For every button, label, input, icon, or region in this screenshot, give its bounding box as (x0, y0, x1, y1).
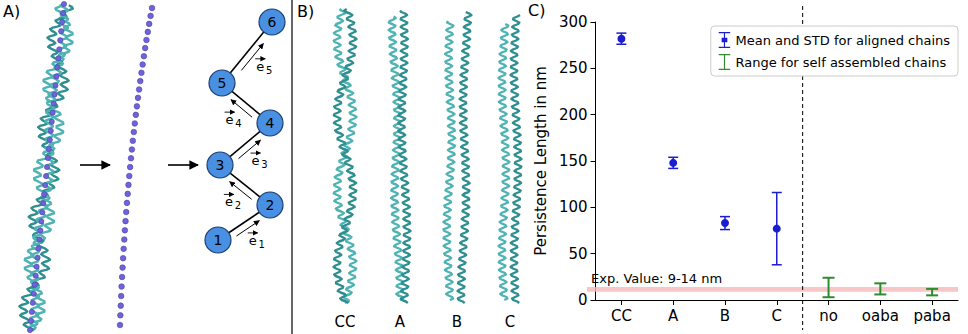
svg-text:e: e (249, 233, 257, 248)
svg-text:A: A (668, 307, 679, 325)
svg-text:300: 300 (559, 13, 588, 31)
svg-text:oaba: oaba (862, 307, 899, 325)
svg-text:B: B (720, 307, 730, 325)
svg-text:B): B) (297, 2, 314, 21)
svg-text:C: C (505, 313, 515, 331)
svg-text:6: 6 (268, 14, 277, 30)
svg-text:50: 50 (568, 245, 587, 263)
svg-text:A: A (395, 313, 406, 331)
svg-text:1: 1 (259, 239, 265, 250)
svg-text:150: 150 (559, 152, 588, 170)
svg-text:paba: paba (913, 307, 950, 325)
svg-text:Persistence Length in nm: Persistence Length in nm (532, 66, 550, 256)
svg-text:B: B (452, 313, 462, 331)
svg-text:100: 100 (559, 198, 588, 216)
svg-text:5: 5 (266, 65, 272, 76)
svg-text:A): A) (3, 2, 20, 21)
svg-text:Mean and STD for aligned chain: Mean and STD for aligned chains (735, 33, 950, 48)
svg-text:200: 200 (559, 106, 588, 124)
svg-text:C: C (772, 307, 782, 325)
svg-text:e: e (256, 59, 264, 74)
html-text:C): C) (528, 1, 546, 20)
svg-text:3: 3 (216, 157, 225, 173)
svg-text:CC: CC (611, 307, 632, 325)
svg-text:250: 250 (559, 59, 588, 77)
svg-text:Exp. Value: 9-14 nm: Exp. Value: 9-14 nm (591, 271, 722, 286)
svg-text:2: 2 (266, 197, 275, 213)
svg-text:4: 4 (266, 115, 275, 131)
svg-text:CC: CC (335, 313, 356, 331)
svg-text:no: no (819, 307, 838, 325)
svg-text:4: 4 (235, 118, 241, 129)
svg-text:1: 1 (214, 232, 223, 248)
svg-text:5: 5 (218, 75, 227, 91)
svg-text:Range for self assembled chain: Range for self assembled chains (735, 55, 946, 70)
svg-text:e: e (252, 153, 260, 168)
svg-text:0: 0 (578, 291, 588, 309)
svg-text:e: e (226, 112, 234, 127)
svg-text:3: 3 (261, 159, 267, 170)
svg-text:e: e (225, 194, 233, 209)
svg-text:2: 2 (235, 200, 241, 211)
